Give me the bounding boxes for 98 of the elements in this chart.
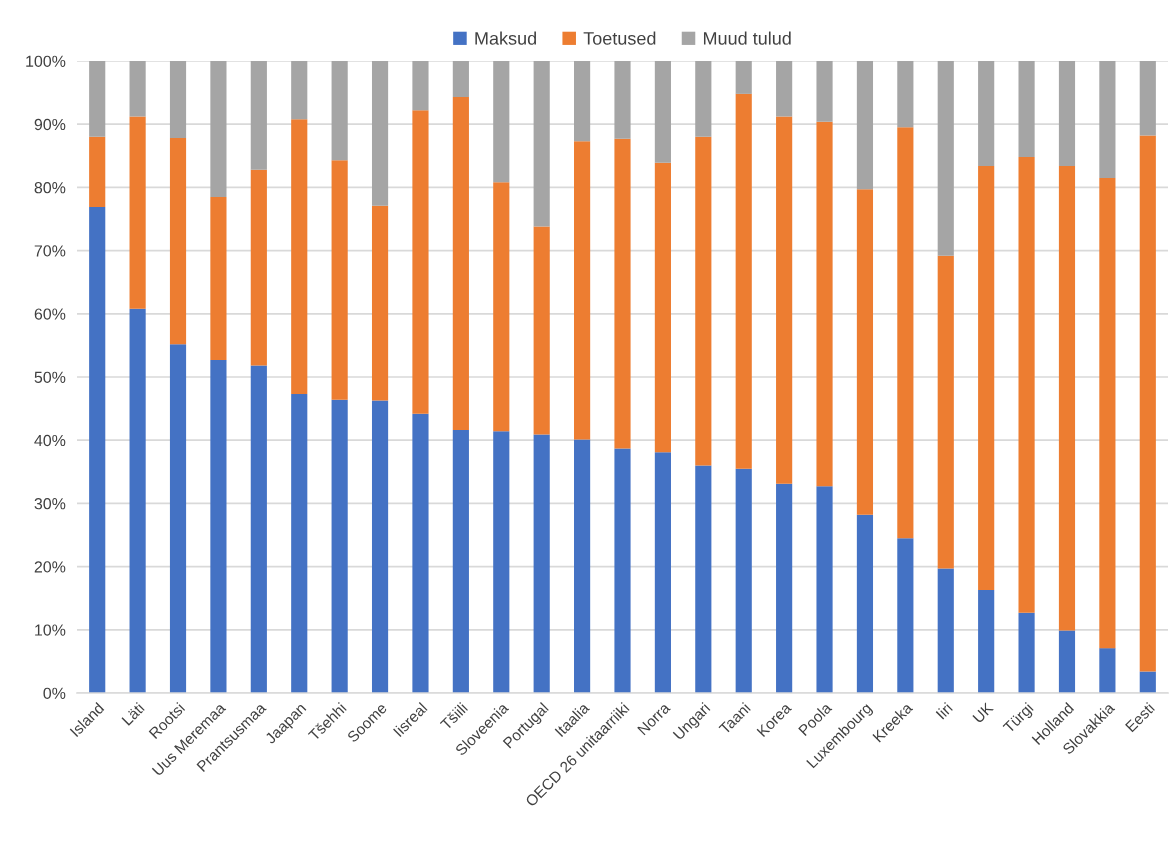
bar [574, 61, 591, 142]
bar [331, 61, 348, 161]
bar [1018, 612, 1035, 693]
bar [856, 189, 874, 515]
bar [654, 452, 671, 693]
bar [412, 413, 429, 693]
bar [250, 169, 267, 366]
bar [695, 136, 712, 466]
bar [452, 97, 469, 431]
bar [614, 448, 631, 693]
bar [371, 205, 389, 401]
bar [89, 206, 106, 693]
bar [493, 431, 510, 693]
y-tick-label: 0% [43, 687, 66, 699]
bar [1058, 165, 1076, 631]
bar [776, 483, 793, 693]
y-tick-label: 90% [34, 118, 66, 131]
bar [654, 162, 671, 453]
legend-label: Muud tulud [703, 31, 791, 45]
bar [897, 127, 914, 539]
bar [776, 61, 793, 117]
bar [291, 394, 308, 693]
legend-label: Toetused [583, 31, 656, 45]
bar [695, 61, 712, 137]
bar [1139, 135, 1156, 672]
bar [937, 255, 954, 569]
bar [250, 365, 267, 693]
bar [776, 116, 793, 484]
y-tick-label: 30% [34, 498, 66, 510]
bar [856, 514, 874, 693]
bar [1099, 61, 1116, 178]
bar [129, 308, 146, 693]
x-tick-label: Läti [121, 702, 145, 726]
bar [978, 589, 995, 693]
bar [1058, 61, 1076, 166]
bar [89, 61, 106, 137]
bar [169, 344, 187, 693]
bar [452, 430, 469, 693]
y-tick-label: 80% [34, 182, 66, 194]
y-tick-label: 10% [35, 624, 66, 636]
bar [574, 141, 591, 440]
bar [897, 538, 914, 693]
bar [1139, 61, 1156, 136]
y-tick-label: 40% [34, 434, 66, 447]
bar [816, 121, 833, 487]
bar [371, 400, 389, 693]
bar [816, 486, 833, 693]
bar [1099, 177, 1116, 649]
bar [735, 468, 752, 693]
bar [129, 61, 146, 117]
bar [1018, 61, 1035, 158]
bar [816, 61, 833, 122]
bar [937, 568, 954, 693]
bar [1018, 157, 1035, 613]
bar [978, 61, 995, 166]
bar [574, 439, 591, 693]
bar [1058, 630, 1076, 693]
bar [452, 61, 469, 98]
bar [856, 61, 874, 190]
bar [735, 61, 752, 94]
y-tick-label: 50% [34, 371, 66, 383]
bar [412, 110, 429, 414]
x-tick-label: UK [972, 701, 994, 724]
legend-label: Maksud [475, 31, 536, 45]
bar [412, 61, 429, 111]
bar [1099, 648, 1116, 693]
bar [291, 119, 308, 395]
bar [291, 61, 308, 120]
bar [331, 399, 348, 693]
bar [493, 182, 510, 432]
bar [169, 61, 187, 139]
y-tick-label: 100% [26, 55, 66, 67]
bar [533, 434, 550, 693]
bar [897, 61, 914, 128]
bar [129, 116, 146, 309]
bar [210, 196, 227, 360]
bar [654, 61, 671, 163]
bar [937, 61, 954, 256]
bar [1139, 671, 1156, 693]
bar [331, 160, 348, 400]
bar [89, 136, 106, 207]
x-tick-label: Iiri [935, 702, 953, 720]
bar [614, 138, 631, 449]
bar [371, 61, 389, 206]
y-tick-label: 70% [34, 245, 66, 257]
bar [735, 93, 752, 469]
bar [210, 61, 227, 197]
y-tick-label: 20% [34, 561, 66, 573]
bar [533, 61, 550, 227]
bar [210, 359, 227, 693]
bar [493, 61, 510, 183]
bar [978, 165, 995, 590]
bar [533, 226, 550, 435]
bar [169, 138, 187, 345]
y-tick-label: 60% [34, 308, 66, 320]
bar [614, 61, 631, 139]
bar [695, 465, 712, 693]
bar [250, 61, 267, 170]
